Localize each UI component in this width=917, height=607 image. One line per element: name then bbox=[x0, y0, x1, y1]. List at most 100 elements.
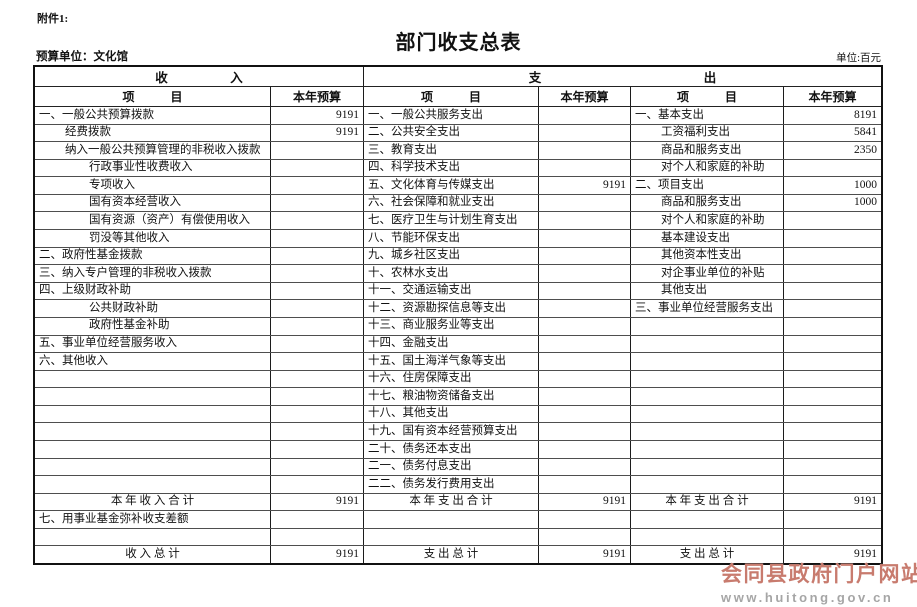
econ-value-cell bbox=[783, 388, 881, 405]
income-item-cell bbox=[35, 476, 270, 493]
table-row: 二一、债务付息支出 bbox=[35, 457, 881, 476]
income-item-cell: 六、其他收入 bbox=[39, 354, 108, 367]
income-item-cell: 四、上级财政补助 bbox=[39, 284, 131, 297]
econ-value-cell bbox=[783, 423, 881, 440]
func-item-cell: 二二、债务发行费用支出 bbox=[363, 476, 538, 493]
table-row: 专项收入 五、文化体育与传媒支出 9191 二、项目支出 1000 bbox=[35, 176, 881, 194]
func-value-cell bbox=[538, 212, 630, 230]
econ-value-cell bbox=[783, 212, 881, 230]
func-item-cell: 七、医疗卫生与计划生育支出 bbox=[363, 212, 538, 230]
econ-item-cell bbox=[630, 317, 783, 335]
econ-value-cell bbox=[783, 476, 881, 493]
income-item-cell bbox=[35, 441, 270, 458]
econ-item-cell bbox=[630, 405, 783, 423]
econ-item-cell: 对个人和家庭的补助 bbox=[630, 212, 783, 230]
income-value-cell bbox=[270, 265, 363, 282]
income-item-cell bbox=[35, 529, 270, 546]
econ-value-cell bbox=[783, 300, 881, 317]
econ-item-cell: 一、基本支出 bbox=[630, 107, 783, 124]
econ-value-cell: 1000 bbox=[783, 194, 881, 212]
income-item-cell: 收 入 总 计 bbox=[125, 547, 180, 560]
income-item-cell bbox=[35, 459, 270, 476]
income-item-column-header: 项 目 bbox=[122, 90, 183, 104]
func-value-cell bbox=[538, 124, 630, 142]
table-row: 二二、债务发行费用支出 bbox=[35, 475, 881, 493]
econ-value-cell: 9191 bbox=[783, 546, 881, 564]
column-header-row: 项 目 本年预算 项 目 本年预算 项 目 本年预算 bbox=[35, 86, 881, 107]
income-section-header: 收 入 bbox=[155, 71, 243, 85]
econ-item-cell: 商品和服务支出 bbox=[630, 194, 783, 212]
table-row: 纳入一般公共预算管理的非税收入拨款 三、教育支出 商品和服务支出 2350 bbox=[35, 141, 881, 159]
income-value-cell bbox=[270, 335, 363, 353]
econ-item-cell: 其他资本性支出 bbox=[630, 247, 783, 265]
income-value-cell: 9191 bbox=[270, 124, 363, 142]
income-item-cell: 五、事业单位经营服务收入 bbox=[39, 337, 177, 350]
table-row: 政府性基金补助 十三、商业服务业等支出 bbox=[35, 316, 881, 335]
func-item-cell: 十九、国有资本经营预算支出 bbox=[363, 423, 538, 440]
econ-value-cell bbox=[783, 370, 881, 388]
econ-item-cell bbox=[630, 423, 783, 440]
econ-value-cell: 1000 bbox=[783, 177, 881, 194]
func-value-cell bbox=[538, 528, 630, 546]
econ-item-cell: 二、项目支出 bbox=[630, 177, 783, 194]
func-item-cell: 六、社会保障和就业支出 bbox=[363, 194, 538, 212]
func-value-cell bbox=[538, 107, 630, 124]
watermark-site-url: www.huitong.gov.cn bbox=[721, 590, 894, 605]
table-row: 十七、粮油物资储备支出 bbox=[35, 387, 881, 405]
econ-item-cell: 基本建设支出 bbox=[630, 230, 783, 247]
func-value-cell bbox=[538, 458, 630, 476]
income-item-cell: 本 年 收 入 合 计 bbox=[110, 495, 195, 508]
econ-item-cell: 对企事业单位的补贴 bbox=[630, 265, 783, 282]
expenditure-section-header: 支 出 bbox=[363, 67, 881, 86]
income-value-cell bbox=[270, 194, 363, 212]
econ-item-cell bbox=[630, 528, 783, 546]
table-row: 经费拨款 9191 二、公共安全支出 工资福利支出 5841 bbox=[35, 123, 881, 142]
econ-item-cell: 本 年 支 出 合 计 bbox=[630, 493, 783, 511]
func-item-cell: 二、公共安全支出 bbox=[363, 124, 538, 142]
table-row: 四、上级财政补助 十一、交通运输支出 其他支出 bbox=[35, 281, 881, 300]
income-value-cell bbox=[270, 247, 363, 265]
func-value-cell bbox=[538, 142, 630, 159]
exp-econ-item-column-header: 项 目 bbox=[630, 87, 783, 106]
income-item-cell: 政府性基金补助 bbox=[89, 319, 170, 332]
table-row: 十六、住房保障支出 bbox=[35, 369, 881, 388]
func-item-cell: 三、教育支出 bbox=[363, 142, 538, 159]
func-item-cell: 十四、金融支出 bbox=[363, 335, 538, 353]
income-item-cell: 罚没等其他收入 bbox=[89, 231, 170, 244]
func-item-cell: 十八、其他支出 bbox=[363, 405, 538, 423]
income-item-cell: 经费拨款 bbox=[65, 126, 111, 139]
econ-item-cell bbox=[630, 388, 783, 405]
func-value-cell bbox=[538, 300, 630, 317]
econ-value-cell bbox=[783, 282, 881, 300]
table-row: 罚没等其他收入 八、节能环保支出 基本建设支出 bbox=[35, 229, 881, 247]
econ-value-cell bbox=[783, 247, 881, 265]
func-value-cell bbox=[538, 247, 630, 265]
attachment-label: 附件1: bbox=[37, 13, 69, 25]
econ-value-cell: 8191 bbox=[783, 107, 881, 124]
income-value-cell bbox=[270, 142, 363, 159]
func-value-cell: 9191 bbox=[538, 493, 630, 511]
econ-item-cell: 其他支出 bbox=[630, 282, 783, 300]
func-value-cell bbox=[538, 282, 630, 300]
table-row: 行政事业性收费收入 四、科学技术支出 对个人和家庭的补助 bbox=[35, 158, 881, 177]
income-value-cell bbox=[270, 300, 363, 317]
func-item-cell: 二一、债务付息支出 bbox=[363, 458, 538, 476]
income-item-cell bbox=[35, 406, 270, 423]
econ-value-cell: 2350 bbox=[783, 142, 881, 159]
econ-item-cell bbox=[630, 440, 783, 458]
func-value-cell bbox=[538, 230, 630, 247]
site-watermark: 会同县政府门户网站 www.huitong.gov.cn bbox=[721, 558, 917, 605]
func-value-cell bbox=[538, 476, 630, 493]
income-value-cell bbox=[270, 282, 363, 300]
income-item-cell: 公共财政补助 bbox=[89, 301, 158, 314]
table-row: 公共财政补助 十二、资源勘探信息等支出 三、事业单位经营服务支出 bbox=[35, 299, 881, 317]
econ-item-cell bbox=[630, 335, 783, 353]
table-row: 五、事业单位经营服务收入 十四、金融支出 bbox=[35, 334, 881, 353]
func-item-cell: 支 出 总 计 bbox=[363, 546, 538, 564]
exp-econ-budget-column-header: 本年预算 bbox=[783, 87, 881, 106]
econ-item-cell bbox=[630, 370, 783, 388]
table-row: 国有资源（资产）有偿使用收入 七、医疗卫生与计划生育支出 对个人和家庭的补助 bbox=[35, 211, 881, 230]
income-value-cell bbox=[270, 405, 363, 423]
income-value-cell bbox=[270, 511, 363, 528]
exp-func-budget-column-header: 本年预算 bbox=[538, 87, 630, 106]
